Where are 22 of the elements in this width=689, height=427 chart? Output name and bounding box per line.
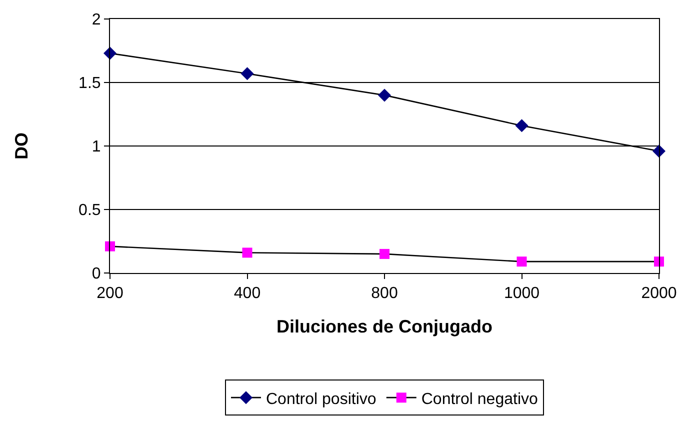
x-tick-label: 200 <box>96 285 124 302</box>
point <box>380 248 390 259</box>
x-axis-title: Diluciones de Conjugado <box>276 316 493 336</box>
legend-label: Control positivo <box>266 390 376 408</box>
y-tick-label: 2 <box>92 12 101 29</box>
x-tick-label: 800 <box>371 285 398 302</box>
point <box>654 256 664 267</box>
x-tick-label: 1000 <box>504 285 540 302</box>
point <box>516 256 527 267</box>
point <box>242 248 252 258</box>
y-tick-label: 0.5 <box>78 202 101 220</box>
y-tick-label: 0 <box>92 266 101 283</box>
y-axis-title: DO <box>12 132 32 160</box>
point <box>105 241 115 252</box>
point <box>515 119 528 132</box>
point <box>240 67 254 80</box>
x-tick-label: 2000 <box>641 285 677 302</box>
y-tick-label: 1.5 <box>78 75 101 92</box>
point <box>378 88 391 102</box>
x-tick-label: 400 <box>234 285 261 302</box>
y-tick-label: 1 <box>92 138 101 156</box>
legend-label: Control negativo <box>421 390 538 408</box>
